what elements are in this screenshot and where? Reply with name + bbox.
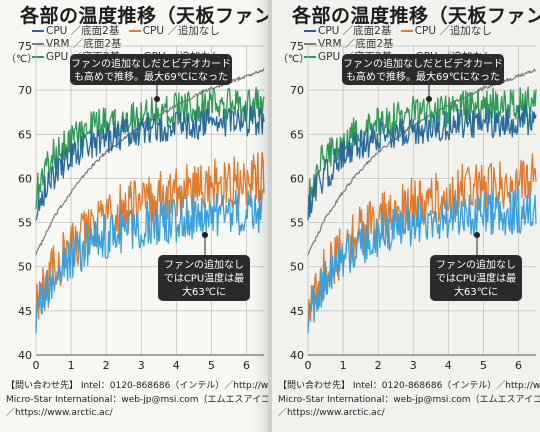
y-tick-label: 60	[290, 172, 304, 185]
series-line	[307, 153, 537, 329]
x-tick-label: 5	[208, 359, 215, 372]
y-tick-label: 55	[290, 217, 304, 230]
legend-label: VRM ／底面2基	[46, 38, 122, 50]
callout-dot	[154, 96, 160, 102]
photo-left: 各部の温度推移（天板ファンなし） CPU ／底面2基 CPU ／追加なし VRM…	[0, 0, 268, 432]
page-gutter	[268, 0, 272, 432]
legend-swatch	[128, 30, 141, 32]
callout-text: 大63℃に	[454, 285, 498, 298]
y-tick-label: 55	[18, 217, 32, 230]
callout-dot	[474, 232, 480, 238]
legend-label: CPU ／底面2基	[318, 25, 392, 37]
y-tick-label: 65	[18, 128, 32, 141]
footer-line: ／https://www.arctic.ac/	[278, 408, 385, 418]
y-unit-label: （℃）	[6, 53, 37, 65]
callout-text: 大63℃に	[182, 285, 226, 298]
callout-dot	[426, 96, 432, 102]
callout-text: ファンの追加なしだとビデオカード	[71, 57, 231, 70]
legend-item: CPU ／追加なし	[400, 25, 492, 38]
x-tick-label: 0	[305, 359, 312, 372]
x-tick-label: 1	[68, 359, 75, 372]
footer-line: ／https://www.arctic.ac/	[6, 408, 113, 418]
x-tick-label: 6	[243, 359, 250, 372]
legend-label: CPU ／底面2基	[46, 25, 120, 37]
y-tick-label: 45	[290, 305, 304, 318]
callout-box	[158, 255, 250, 301]
series-line	[307, 104, 537, 221]
legend-item: CPU ／追加なし	[128, 25, 220, 38]
y-tick-label: 65	[290, 128, 304, 141]
y-tick-label: 40	[290, 349, 304, 362]
y-tick-label: 75	[18, 40, 32, 53]
legend-label: CPU ／追加なし	[414, 25, 492, 37]
legend-swatch	[32, 56, 44, 58]
legend-swatch	[304, 30, 316, 32]
series-line	[307, 86, 537, 210]
legend-label: VRM ／底面2基	[318, 38, 394, 50]
x-tick-label: 2	[103, 359, 110, 372]
legend-swatch	[32, 30, 44, 32]
series-line	[35, 104, 265, 221]
callout-text: も高めで推移。最大69℃になった	[346, 70, 500, 83]
y-tick-label: 45	[18, 305, 32, 318]
footer: 【問い合わせ先】 Intel：0120-868686（インテル）／http://…	[278, 380, 540, 421]
x-tick-label: 5	[480, 359, 487, 372]
callout-text: ではCPU温度は最	[164, 272, 244, 285]
y-tick-label: 50	[290, 261, 304, 274]
x-tick-label: 3	[138, 359, 145, 372]
footer: 【問い合わせ先】 Intel：0120-868686（インテル）／http://…	[6, 380, 268, 421]
callout-text: ではCPU温度は最	[436, 272, 516, 285]
legend-item: VRM ／底面2基	[32, 38, 122, 51]
y-unit-label: （℃）	[278, 53, 309, 65]
legend-swatch	[304, 56, 316, 58]
x-tick-label: 6	[515, 359, 522, 372]
y-tick-label: 40	[18, 349, 32, 362]
x-tick-label: 0	[33, 359, 40, 372]
x-tick-label: 1	[340, 359, 347, 372]
series-line	[35, 187, 265, 334]
x-tick-label: 4	[445, 359, 452, 372]
chart-title: 各部の温度推移（天板ファンなし）	[20, 5, 268, 27]
callout-text: ファンの追加なしだとビデオカード	[343, 57, 503, 70]
callout-box	[70, 54, 232, 85]
legend-swatch	[400, 30, 413, 32]
legend-item: CPU ／底面2基	[304, 25, 391, 38]
callout-text: ファンの追加なし	[164, 258, 244, 271]
legend-item: CPU ／底面2基	[32, 25, 119, 38]
series-line	[35, 86, 265, 210]
y-tick-label: 75	[290, 40, 304, 53]
legend-swatch	[32, 43, 44, 45]
footer-line: 【問い合わせ先】 Intel：0120-868686（インテル）／http://…	[6, 381, 268, 391]
callout-text: ファンの追加なし	[436, 258, 516, 271]
y-tick-label: 50	[18, 261, 32, 274]
series-line	[307, 187, 537, 334]
callout-box	[430, 255, 522, 301]
legend-label: CPU ／追加なし	[142, 25, 220, 37]
legend-swatch	[304, 43, 316, 45]
footer-line: Micro-Star International：web-jp@msi.com（…	[278, 394, 540, 405]
x-tick-label: 4	[173, 359, 180, 372]
callout-dot	[202, 232, 208, 238]
y-tick-label: 70	[290, 84, 304, 97]
chart-title: 各部の温度推移（天板ファンなし）	[292, 5, 540, 27]
callout-box	[342, 54, 504, 85]
callout-text: も高めで推移。最大69℃になった	[74, 70, 228, 83]
footer-line: 【問い合わせ先】 Intel：0120-868686（インテル）／http://…	[278, 381, 540, 391]
y-tick-label: 60	[18, 172, 32, 185]
x-tick-label: 2	[375, 359, 382, 372]
photo-right: 各部の温度推移（天板ファンなし） CPU ／底面2基 CPU ／追加なし VRM…	[272, 0, 540, 432]
footer-line: Micro-Star International：web-jp@msi.com（…	[6, 394, 268, 405]
x-tick-label: 3	[410, 359, 417, 372]
y-tick-label: 70	[18, 84, 32, 97]
legend-item: VRM ／底面2基	[304, 38, 394, 51]
